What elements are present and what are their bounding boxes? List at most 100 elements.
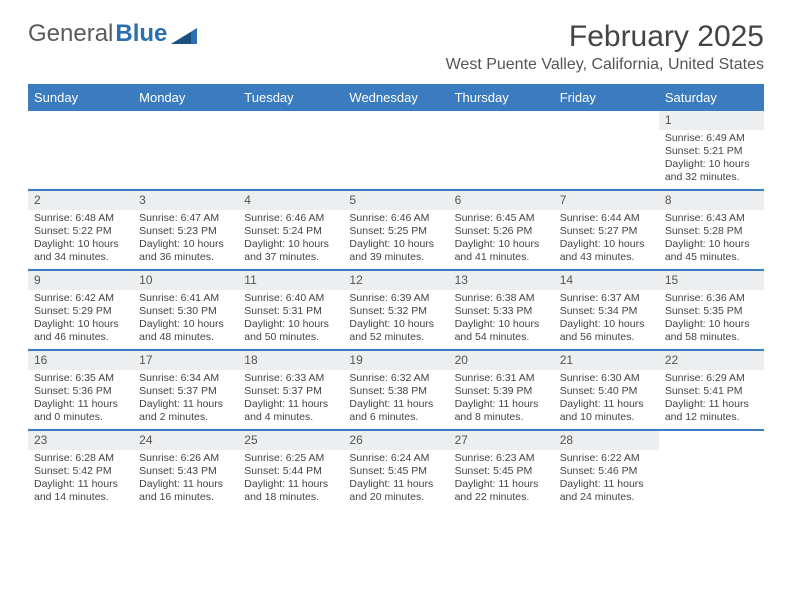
day-dl: Daylight: 10 hours and 46 minutes. — [34, 318, 127, 344]
day-ss: Sunset: 5:30 PM — [139, 305, 232, 318]
day-sr: Sunrise: 6:37 AM — [560, 292, 653, 305]
day-ss: Sunset: 5:33 PM — [455, 305, 548, 318]
day-body: Sunrise: 6:26 AMSunset: 5:43 PMDaylight:… — [133, 450, 238, 509]
day-dl: Daylight: 10 hours and 52 minutes. — [349, 318, 442, 344]
day-number: 14 — [554, 271, 659, 290]
day-dl: Daylight: 11 hours and 14 minutes. — [34, 478, 127, 504]
week-row: 23Sunrise: 6:28 AMSunset: 5:42 PMDayligh… — [28, 429, 764, 509]
day-dl: Daylight: 10 hours and 36 minutes. — [139, 238, 232, 264]
day-dl: Daylight: 10 hours and 37 minutes. — [244, 238, 337, 264]
day-number: 2 — [28, 191, 133, 210]
day-sr: Sunrise: 6:36 AM — [665, 292, 758, 305]
day-sr: Sunrise: 6:23 AM — [455, 452, 548, 465]
day-number: 6 — [449, 191, 554, 210]
dow-cell: Wednesday — [343, 86, 448, 109]
day-ss: Sunset: 5:41 PM — [665, 385, 758, 398]
day-ss: Sunset: 5:22 PM — [34, 225, 127, 238]
day-cell: 18Sunrise: 6:33 AMSunset: 5:37 PMDayligh… — [238, 351, 343, 429]
day-cell: 17Sunrise: 6:34 AMSunset: 5:37 PMDayligh… — [133, 351, 238, 429]
day-dl: Daylight: 10 hours and 34 minutes. — [34, 238, 127, 264]
day-dl: Daylight: 11 hours and 20 minutes. — [349, 478, 442, 504]
day-body: Sunrise: 6:48 AMSunset: 5:22 PMDaylight:… — [28, 210, 133, 269]
dow-cell: Friday — [554, 86, 659, 109]
week-row: ......1Sunrise: 6:49 AMSunset: 5:21 PMDa… — [28, 109, 764, 189]
day-dl: Daylight: 10 hours and 48 minutes. — [139, 318, 232, 344]
day-number: 3 — [133, 191, 238, 210]
day-dl: Daylight: 11 hours and 2 minutes. — [139, 398, 232, 424]
day-body: Sunrise: 6:23 AMSunset: 5:45 PMDaylight:… — [449, 450, 554, 509]
day-cell: 16Sunrise: 6:35 AMSunset: 5:36 PMDayligh… — [28, 351, 133, 429]
day-cell: . — [449, 111, 554, 189]
logo-triangle-icon — [171, 24, 197, 44]
day-ss: Sunset: 5:38 PM — [349, 385, 442, 398]
day-dl: Daylight: 10 hours and 41 minutes. — [455, 238, 548, 264]
day-dl: Daylight: 10 hours and 39 minutes. — [349, 238, 442, 264]
day-ss: Sunset: 5:45 PM — [349, 465, 442, 478]
day-cell: 22Sunrise: 6:29 AMSunset: 5:41 PMDayligh… — [659, 351, 764, 429]
day-sr: Sunrise: 6:43 AM — [665, 212, 758, 225]
day-body: Sunrise: 6:30 AMSunset: 5:40 PMDaylight:… — [554, 370, 659, 429]
day-cell: 28Sunrise: 6:22 AMSunset: 5:46 PMDayligh… — [554, 431, 659, 509]
day-cell: 9Sunrise: 6:42 AMSunset: 5:29 PMDaylight… — [28, 271, 133, 349]
day-cell: . — [343, 111, 448, 189]
day-dl: Daylight: 10 hours and 50 minutes. — [244, 318, 337, 344]
day-body: Sunrise: 6:36 AMSunset: 5:35 PMDaylight:… — [659, 290, 764, 349]
day-ss: Sunset: 5:37 PM — [139, 385, 232, 398]
day-number: 18 — [238, 351, 343, 370]
day-ss: Sunset: 5:34 PM — [560, 305, 653, 318]
day-dl: Daylight: 11 hours and 24 minutes. — [560, 478, 653, 504]
day-number: 23 — [28, 431, 133, 450]
day-ss: Sunset: 5:24 PM — [244, 225, 337, 238]
day-body: Sunrise: 6:41 AMSunset: 5:30 PMDaylight:… — [133, 290, 238, 349]
day-sr: Sunrise: 6:45 AM — [455, 212, 548, 225]
day-body: Sunrise: 6:43 AMSunset: 5:28 PMDaylight:… — [659, 210, 764, 269]
day-sr: Sunrise: 6:41 AM — [139, 292, 232, 305]
day-body: Sunrise: 6:34 AMSunset: 5:37 PMDaylight:… — [133, 370, 238, 429]
header: GeneralBlue February 2025 West Puente Va… — [28, 20, 764, 74]
day-sr: Sunrise: 6:25 AM — [244, 452, 337, 465]
day-number: 4 — [238, 191, 343, 210]
day-ss: Sunset: 5:45 PM — [455, 465, 548, 478]
day-dl: Daylight: 11 hours and 4 minutes. — [244, 398, 337, 424]
day-sr: Sunrise: 6:35 AM — [34, 372, 127, 385]
day-ss: Sunset: 5:27 PM — [560, 225, 653, 238]
dow-cell: Thursday — [449, 86, 554, 109]
day-cell: 3Sunrise: 6:47 AMSunset: 5:23 PMDaylight… — [133, 191, 238, 269]
day-body: Sunrise: 6:44 AMSunset: 5:27 PMDaylight:… — [554, 210, 659, 269]
day-body: Sunrise: 6:39 AMSunset: 5:32 PMDaylight:… — [343, 290, 448, 349]
brand-part2: Blue — [115, 20, 167, 48]
day-sr: Sunrise: 6:33 AM — [244, 372, 337, 385]
week-row: 2Sunrise: 6:48 AMSunset: 5:22 PMDaylight… — [28, 189, 764, 269]
day-cell: 11Sunrise: 6:40 AMSunset: 5:31 PMDayligh… — [238, 271, 343, 349]
day-cell: 25Sunrise: 6:25 AMSunset: 5:44 PMDayligh… — [238, 431, 343, 509]
day-dl: Daylight: 10 hours and 56 minutes. — [560, 318, 653, 344]
day-dl: Daylight: 11 hours and 16 minutes. — [139, 478, 232, 504]
day-number: 9 — [28, 271, 133, 290]
day-sr: Sunrise: 6:46 AM — [244, 212, 337, 225]
day-number: 24 — [133, 431, 238, 450]
day-body: Sunrise: 6:28 AMSunset: 5:42 PMDaylight:… — [28, 450, 133, 509]
day-cell: . — [238, 111, 343, 189]
day-sr: Sunrise: 6:32 AM — [349, 372, 442, 385]
day-cell: 27Sunrise: 6:23 AMSunset: 5:45 PMDayligh… — [449, 431, 554, 509]
day-sr: Sunrise: 6:38 AM — [455, 292, 548, 305]
day-ss: Sunset: 5:39 PM — [455, 385, 548, 398]
day-sr: Sunrise: 6:30 AM — [560, 372, 653, 385]
day-ss: Sunset: 5:35 PM — [665, 305, 758, 318]
day-cell: 24Sunrise: 6:26 AMSunset: 5:43 PMDayligh… — [133, 431, 238, 509]
day-ss: Sunset: 5:26 PM — [455, 225, 548, 238]
day-ss: Sunset: 5:42 PM — [34, 465, 127, 478]
day-body: Sunrise: 6:24 AMSunset: 5:45 PMDaylight:… — [343, 450, 448, 509]
day-number: 27 — [449, 431, 554, 450]
day-cell: 23Sunrise: 6:28 AMSunset: 5:42 PMDayligh… — [28, 431, 133, 509]
day-sr: Sunrise: 6:29 AM — [665, 372, 758, 385]
day-number: 5 — [343, 191, 448, 210]
location-text: West Puente Valley, California, United S… — [446, 56, 764, 74]
day-cell: 20Sunrise: 6:31 AMSunset: 5:39 PMDayligh… — [449, 351, 554, 429]
day-body: Sunrise: 6:31 AMSunset: 5:39 PMDaylight:… — [449, 370, 554, 429]
day-body: Sunrise: 6:25 AMSunset: 5:44 PMDaylight:… — [238, 450, 343, 509]
day-cell: 8Sunrise: 6:43 AMSunset: 5:28 PMDaylight… — [659, 191, 764, 269]
day-cell: . — [659, 431, 764, 509]
day-body: Sunrise: 6:35 AMSunset: 5:36 PMDaylight:… — [28, 370, 133, 429]
day-cell: 13Sunrise: 6:38 AMSunset: 5:33 PMDayligh… — [449, 271, 554, 349]
